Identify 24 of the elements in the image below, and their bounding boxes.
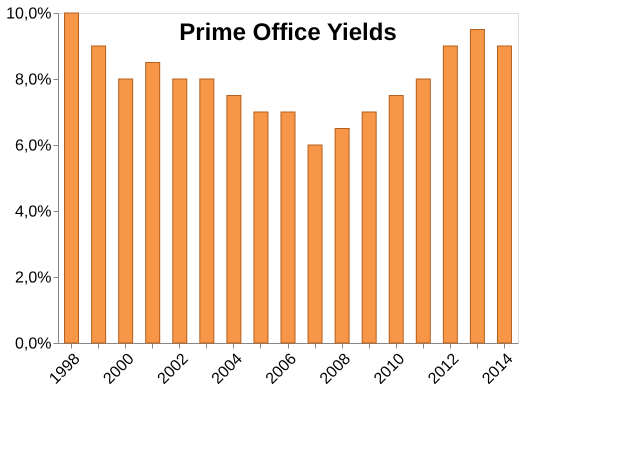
bar <box>308 144 323 344</box>
y-tick-label: 2,0% <box>15 270 52 286</box>
bar <box>388 95 404 344</box>
bar <box>118 78 134 344</box>
bar <box>253 112 268 344</box>
bar <box>280 112 296 344</box>
y-tick-label: 8,0% <box>15 72 52 88</box>
chart-title: Prime Office Yields <box>179 19 397 46</box>
bar <box>334 128 350 344</box>
bar <box>199 78 214 344</box>
y-tick-label: 0,0% <box>15 336 52 352</box>
bar <box>496 46 512 344</box>
bar <box>172 78 188 344</box>
y-tick-label: 6,0% <box>15 138 52 154</box>
bar <box>362 112 377 344</box>
bar <box>226 95 242 344</box>
bar <box>470 29 485 344</box>
y-tick-label: 10,0% <box>6 6 52 22</box>
bar <box>442 46 458 344</box>
bar <box>64 12 80 344</box>
y-tick-label: 4,0% <box>15 204 52 220</box>
bar <box>145 62 160 344</box>
bar <box>91 46 106 344</box>
bar <box>416 78 431 344</box>
